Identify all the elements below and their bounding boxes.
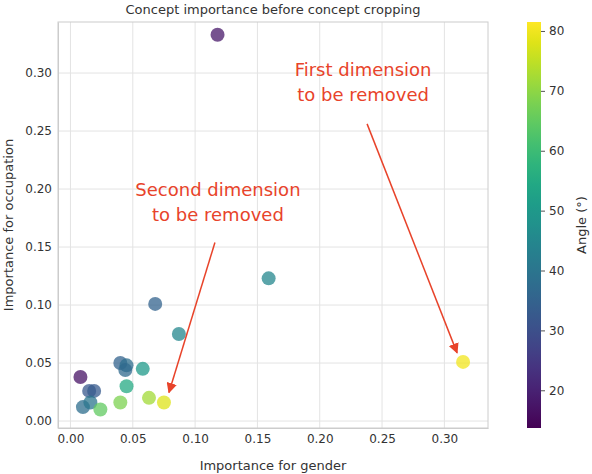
tick-mark	[541, 390, 545, 391]
tick-label: 0.20	[307, 432, 334, 446]
tick-label: 0.25	[25, 124, 52, 138]
tick-label: 60	[549, 144, 564, 158]
point	[136, 362, 150, 376]
tick-label: 0.00	[58, 432, 85, 446]
tick-mark	[541, 271, 545, 272]
tick: 0.30	[25, 66, 58, 80]
point	[456, 355, 470, 369]
point	[262, 271, 276, 285]
tick-label: 0.20	[25, 182, 52, 196]
point	[211, 28, 225, 42]
title: Concept importance before concept croppi…	[125, 2, 420, 17]
grid-line	[58, 305, 488, 306]
y-label: Importance for occupation	[1, 139, 16, 311]
tick: 0.00	[25, 414, 58, 428]
y-axis: 0.00 0.05 0.10 0.15 0.20 0.25 0.30	[25, 23, 58, 429]
point	[73, 370, 87, 384]
tick-label: 70	[549, 84, 564, 98]
annotation-text: to be removed	[152, 204, 284, 225]
axis-line	[542, 23, 546, 429]
grid-line	[444, 22, 445, 428]
tick: 40	[541, 264, 564, 278]
grid	[58, 22, 488, 428]
tick: 0.00	[58, 428, 85, 446]
tick-label: 40	[549, 264, 564, 278]
point	[148, 297, 162, 311]
annotation-arrow	[169, 242, 215, 392]
tick: 30	[541, 324, 564, 338]
points	[73, 28, 470, 417]
tick-label: 50	[549, 204, 564, 218]
annotation-text: to be removed	[297, 84, 429, 105]
colorbar	[527, 22, 541, 428]
tick-label: 0.05	[120, 432, 147, 446]
tick-label: 0.00	[25, 414, 52, 428]
grid-line	[58, 421, 488, 422]
point	[172, 327, 186, 341]
colorbar-label: Angle (°)	[574, 196, 589, 254]
tick: 70	[541, 84, 564, 98]
point	[120, 379, 134, 393]
tick-label: 20	[549, 384, 564, 398]
tick-label: 0.30	[432, 432, 459, 446]
annotation: First dimension to be removed	[295, 59, 457, 353]
tick-label: 30	[549, 324, 564, 338]
tick-label: 80	[549, 24, 564, 38]
tick-mark	[541, 330, 545, 331]
tick: 50	[541, 204, 564, 218]
tick-label: 0.10	[25, 298, 52, 312]
grid-line	[58, 131, 488, 132]
tick: 0.10	[182, 428, 209, 446]
annotation: Second dimension to be removed	[135, 179, 300, 392]
point	[157, 395, 171, 409]
tick-mark	[541, 211, 545, 212]
tick-mark	[541, 31, 545, 32]
tick-label: 0.05	[25, 356, 52, 370]
chart: 0.00 0.05 0.10 0.15 0.20 0.25 0.30 0.00 0.05 0.10…	[0, 0, 592, 474]
tick: 0.20	[25, 182, 58, 196]
point	[113, 395, 127, 409]
tick: 80	[541, 24, 564, 38]
tick-label: 0.25	[369, 432, 396, 446]
point	[142, 391, 156, 405]
colorbar-axis: 20 30 40 50 60 70 80	[541, 23, 564, 429]
tick-label: 0.15	[245, 432, 272, 446]
grid-line	[70, 22, 71, 428]
tick: 60	[541, 144, 564, 158]
point	[93, 402, 107, 416]
x-label: Importance for gender	[200, 458, 347, 473]
tick: 20	[541, 384, 564, 398]
tick-label: 0.30	[25, 66, 52, 80]
point	[118, 363, 132, 377]
tick-label: 0.15	[25, 240, 52, 254]
annotation-text: Second dimension	[135, 179, 300, 200]
tick: 0.15	[25, 240, 58, 254]
tick: 0.25	[369, 428, 396, 446]
x-axis: 0.00 0.05 0.10 0.15 0.20 0.25 0.30	[58, 428, 489, 446]
tick: 0.30	[432, 428, 459, 446]
grid-line	[58, 247, 488, 248]
tick: 0.25	[25, 124, 58, 138]
tick: 0.15	[245, 428, 272, 446]
tick: 0.05	[25, 356, 58, 370]
tick: 0.20	[307, 428, 334, 446]
tick-label: 0.10	[182, 432, 209, 446]
plot-frame	[58, 22, 488, 428]
tick: 0.10	[25, 298, 58, 312]
annotation-arrow	[367, 124, 457, 353]
tick-mark	[541, 91, 545, 92]
tick: 0.05	[120, 428, 147, 446]
annotation-text: First dimension	[295, 59, 432, 80]
tick-mark	[541, 151, 545, 152]
